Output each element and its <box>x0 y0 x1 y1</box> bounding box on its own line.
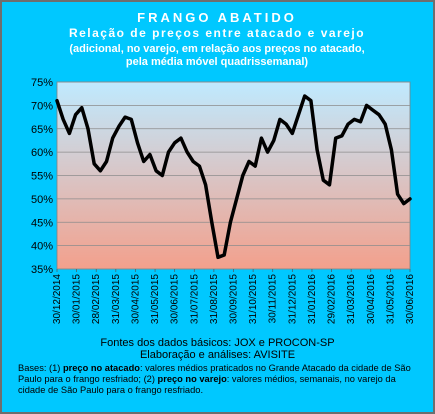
y-tick-label: 40% <box>31 241 53 253</box>
y-axis: 35% 40% 45% 50% 55% 60% 65% 70% 75% <box>31 77 53 276</box>
y-tick-label: 35% <box>31 264 53 276</box>
bases-term-wholesale: preço no atacado <box>62 363 140 373</box>
x-tick-label: 31/03/2016 <box>346 274 357 324</box>
chart-note-line1: (adicional, no varejo, em relação aos pr… <box>69 43 364 55</box>
y-tick-label: 55% <box>31 171 53 183</box>
bases-term-retail: preço no varejo <box>157 374 227 384</box>
y-tick-label: 45% <box>31 217 53 229</box>
chart: FRANGO ABATIDO Relação de preços entre a… <box>31 10 416 324</box>
footer: Fontes dos dados básicos: JOX e PROCON-S… <box>2 337 433 412</box>
x-tick-label: 31/05/2015 <box>150 274 161 324</box>
sources-text: Fontes dos dados básicos: JOX e PROCON-S… <box>100 337 335 349</box>
analysis-text: Elaboração e análises: AVISITE <box>139 349 296 361</box>
x-tick-label: 30/12/2014 <box>52 274 63 324</box>
x-tick-label: 31/10/2015 <box>248 274 259 324</box>
y-tick-label: 75% <box>31 77 53 89</box>
x-tick-label: 31/05/2016 <box>385 274 396 324</box>
y-tick-label: 70% <box>31 100 53 112</box>
x-tick-label: 31/12/2015 <box>287 274 298 324</box>
x-axis: 30/12/2014 30/01/2015 28/02/2015 31/03/2015… <box>52 269 416 324</box>
series-line <box>55 94 412 260</box>
x-tick-label: 30/06/2015 <box>170 274 181 324</box>
chart-subtitle: Relação de preços entre atacado e varejo <box>69 26 365 40</box>
x-tick-label: 31/03/2015 <box>111 274 122 324</box>
series-layer <box>55 94 412 260</box>
x-tick-label: 30/11/2015 <box>268 274 279 324</box>
x-tick-label: 31/08/2015 <box>209 274 220 324</box>
x-tick-label: 28/02/2015 <box>91 274 102 324</box>
chart-note-line2: pela média móvel quadrissemanal) <box>126 56 309 68</box>
x-tick-label: 30/01/2015 <box>72 274 83 324</box>
bases-text-retail: : valores médios, semanais, no varejo da… <box>18 374 396 395</box>
x-tick-label: 29/02/2016 <box>327 274 338 324</box>
y-tick-label: 50% <box>31 194 53 206</box>
y-tick-label: 60% <box>31 147 53 159</box>
x-tick-label: 31/01/2016 <box>307 274 318 324</box>
x-tick-label: 30/04/2015 <box>130 274 141 324</box>
bases-text: Bases: (1) preço no atacado: valores méd… <box>2 361 433 396</box>
x-tick-label: 30/04/2016 <box>366 274 377 324</box>
chart-title: FRANGO ABATIDO <box>137 10 297 25</box>
x-tick-label: 30/09/2015 <box>229 274 240 324</box>
bases-text-wholesale: : valores médios praticados no Grande At… <box>18 363 411 384</box>
x-tick-label: 30/06/2016 <box>405 274 416 324</box>
bases-intro: Bases: (1) <box>18 363 63 373</box>
y-tick-label: 65% <box>31 124 53 136</box>
x-tick-label: 31/07/2015 <box>189 274 200 324</box>
